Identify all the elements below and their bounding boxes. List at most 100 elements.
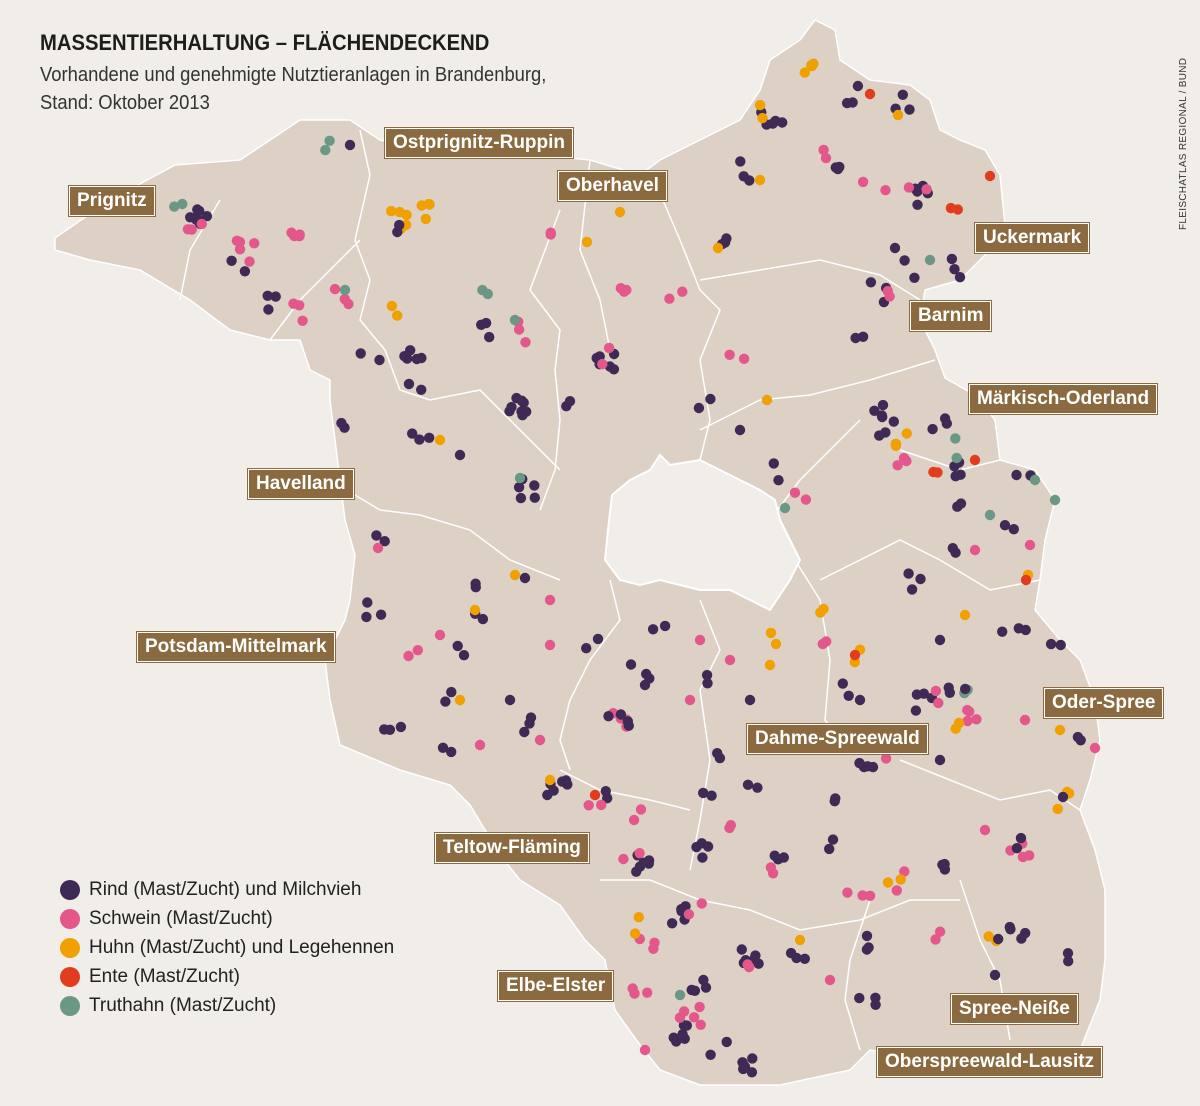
facility-dot-schwein [842,887,853,898]
district-label-maerkisch-oderland: Märkisch-Oderland [969,384,1158,414]
district-label-oder-spree: Oder-Spree [1044,688,1164,718]
facility-dot-rind [615,709,627,720]
legend-swatch-ente [60,966,80,987]
district-borders [179,129,1081,1051]
facility-dot-huhn [454,694,466,706]
facility-dot-schwein [297,315,308,326]
facility-dot-rind [362,597,373,608]
facility-dot-rind [1011,843,1023,854]
facility-dot-schwein [824,974,836,986]
facility-dot-rind [944,687,955,698]
facility-dot-schwein [234,244,246,255]
facility-dot-huhn [799,67,810,78]
district-label-oberhavel: Oberhavel [558,171,667,201]
facility-dot-schwein [962,704,973,716]
district-label-spree-neisse: Spree-Neiße [951,994,1078,1024]
facility-dot-ente [969,454,981,466]
facility-dot-rind [949,264,960,275]
facility-dot-schwein [891,885,902,896]
facility-dot-schwein [635,804,647,815]
facility-dot-rind [1008,524,1019,535]
facility-dot-truthahn [514,472,526,484]
facility-dot-huhn [392,310,403,321]
district-label-uckermark: Uckermark [975,223,1090,253]
facility-dot-rind [750,950,761,961]
facility-dot-rind [1045,638,1057,650]
facility-dot-rind [854,694,866,706]
facility-dot-schwein [880,753,892,764]
facility-dot-rind [639,679,651,691]
facility-dot-schwein [1023,850,1035,861]
facility-dot-schwein [664,293,675,304]
facility-dot-rind [947,543,958,554]
facility-dot-schwein [882,285,893,297]
facility-dot-schwein [520,337,531,348]
facility-dot-schwein [857,890,868,901]
facility-dot-huhn [469,604,481,616]
facility-dot-rind [1013,623,1024,634]
facility-dot-rind [562,779,573,790]
facility-dot-huhn [1052,803,1063,815]
facility-dot-rind [1072,731,1084,743]
facility-dot-rind [476,319,487,330]
facility-dot-schwein [789,487,801,498]
facility-dot-truthahn [779,502,791,514]
facility-dot-huhn [890,438,902,449]
facility-dot-schwein [648,943,659,954]
facility-dot-rind [773,475,784,486]
facility-dot-rind [857,331,869,342]
facility-dot-rind [997,626,1008,637]
district-label-prignitz: Prignitz [69,186,155,216]
facility-dot-truthahn [324,135,335,146]
facility-dot-schwein [817,638,828,650]
facility-dot-rind [734,424,746,436]
facility-dot-rind [504,406,515,417]
facility-dot-rind [686,984,697,996]
facility-dot-rind [824,843,835,855]
facility-dot-rind [666,918,678,929]
facility-dot-schwein [596,799,607,811]
district-label-elbe-elster: Elbe-Elster [498,971,614,1001]
facility-dot-rind [949,461,960,472]
facility-dot-rind [1016,933,1027,944]
facility-dot-schwein [534,734,546,746]
facility-dot-rind [955,469,966,480]
facility-dot-huhn [765,627,777,639]
facility-dot-rind [379,724,390,735]
facility-dot-rind [446,686,457,698]
facility-dot-schwein [513,324,525,335]
facility-dot-schwein [603,342,615,354]
facility-dot-rind [874,430,885,441]
facility-dot-schwein [684,694,696,706]
facility-dot-rind [600,786,611,797]
facility-dot-rind [355,348,366,359]
facility-dot-huhn [754,99,766,111]
facility-dot-schwein [880,185,891,196]
facility-dot-rind [837,678,848,689]
facility-dot-huhn [770,638,782,650]
facility-dot-rind [424,432,435,443]
facility-dot-rind [516,395,527,406]
facility-dot-rind [239,266,251,277]
facility-dot-truthahn [951,452,962,464]
facility-dot-schwein [930,685,942,697]
facility-dot-rind [785,947,797,959]
facility-dot-rind [1011,469,1022,481]
facility-dot-schwein [597,358,608,370]
facility-dot-huhn [614,206,626,218]
facility-dot-huhn [434,434,446,446]
facility-dot-rind [1057,791,1069,803]
district-label-teltow-flaeming: Teltow-Fläming [435,833,589,863]
berlin-area [603,453,802,612]
facility-dot-rind [934,754,946,766]
facility-dot-ente [952,204,963,215]
facility-dot-rind [910,705,922,716]
facility-dot-rind [903,568,914,579]
facility-dot-rind [671,1036,682,1047]
legend-item-huhn: Huhn (Mast/Zucht) und Legehennen [60,933,394,962]
facility-dot-rind [906,584,918,595]
facility-dot-rind [454,449,466,461]
facility-dot-schwein [694,634,706,646]
facility-dot-rind [336,417,347,429]
facility-dot-ente [932,467,943,478]
